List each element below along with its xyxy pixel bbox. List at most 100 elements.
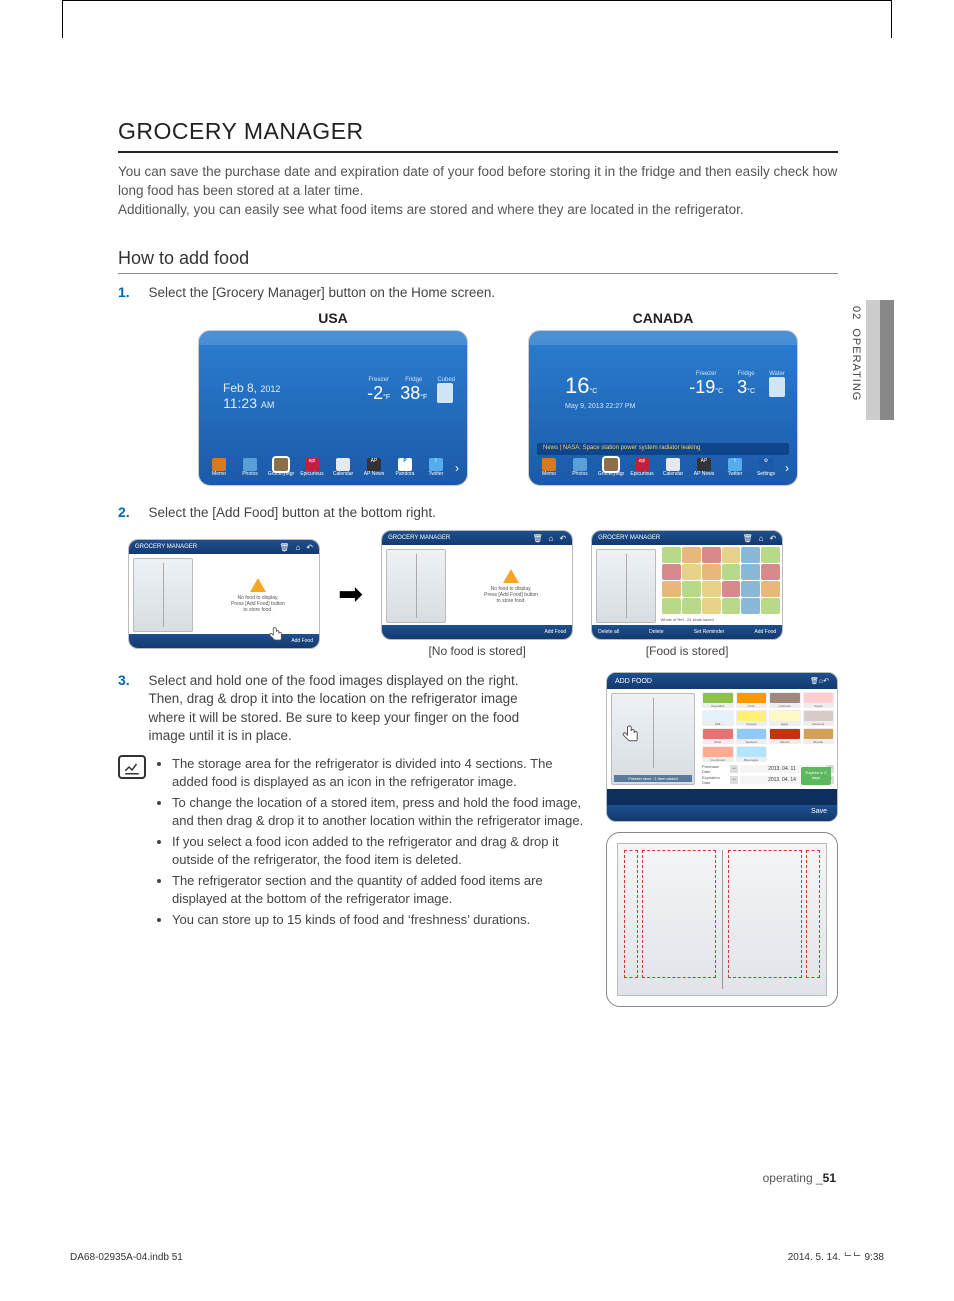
food-item[interactable]: [741, 598, 760, 614]
food-beverages[interactable]: Beverages: [736, 746, 768, 762]
grocery-app[interactable]: GroceryMgr: [597, 458, 625, 478]
food-item[interactable]: [722, 547, 741, 563]
minus-button[interactable]: −: [730, 765, 738, 773]
food-breads[interactable]: Breads: [803, 728, 835, 744]
add-food-button[interactable]: Add Food: [754, 629, 776, 635]
home-icon[interactable]: ⌂: [295, 543, 300, 552]
home-icon[interactable]: ⌂: [549, 534, 554, 543]
food-item[interactable]: [702, 581, 721, 597]
food-desserts[interactable]: Desserts: [803, 710, 835, 726]
weather-temp: 16°C: [565, 373, 597, 399]
food-item[interactable]: [722, 564, 741, 580]
delete-icon[interactable]: 🗑: [742, 534, 752, 543]
add-food-button[interactable]: Add Food: [291, 638, 313, 644]
status-bar: [199, 331, 467, 345]
food-leftovers[interactable]: Leftovers: [769, 692, 801, 708]
gm-titlebar: GROCERY MANAGER 🗑⌂↶: [592, 531, 782, 545]
food-item[interactable]: [741, 581, 760, 597]
pandora-app[interactable]: PPandora: [391, 458, 419, 478]
food-item[interactable]: [682, 598, 701, 614]
food-item[interactable]: [662, 547, 681, 563]
food-item[interactable]: [682, 581, 701, 597]
delete-icon[interactable]: 🗑: [810, 678, 819, 685]
step-number: 2.: [118, 504, 144, 520]
calendar-app[interactable]: Calendar: [659, 458, 687, 478]
food-item[interactable]: [722, 598, 741, 614]
crop-mark: [891, 0, 892, 38]
twitter-app[interactable]: tTwitter: [721, 458, 749, 478]
food-cheese[interactable]: Cheese: [736, 710, 768, 726]
photos-app[interactable]: Photos: [566, 458, 594, 478]
food-seafood[interactable]: Seafood: [736, 728, 768, 744]
unit: °F: [383, 394, 390, 401]
food-item[interactable]: [662, 598, 681, 614]
dock-next[interactable]: ›: [453, 461, 461, 475]
food-eggs[interactable]: Eggs: [769, 710, 801, 726]
usa-column: USA Feb 8, 2012 11:23 AM Freezer -2°F: [198, 310, 468, 486]
chapter-num: 02: [850, 306, 862, 320]
delete-button[interactable]: Delete: [649, 629, 663, 635]
food-item[interactable]: [682, 564, 701, 580]
twitter-app[interactable]: tTwitter: [422, 458, 450, 478]
add-food-button[interactable]: Add Food: [544, 629, 566, 635]
label: GroceryMgr: [597, 471, 625, 477]
food-item[interactable]: [761, 598, 780, 614]
food-milk[interactable]: Milk: [702, 710, 734, 726]
calendar-icon: [666, 458, 680, 471]
title-icons: 🗑 ⌂ ↶: [532, 534, 566, 543]
delete-icon[interactable]: 🗑: [279, 543, 289, 552]
photos-app[interactable]: Photos: [236, 458, 264, 478]
unit: °F: [420, 394, 427, 401]
img: [737, 693, 767, 703]
food-yogurt[interactable]: Yogurt: [803, 692, 835, 708]
food-grid: [660, 545, 782, 627]
food-vegetable[interactable]: Vegetable: [702, 692, 734, 708]
minus-button[interactable]: −: [730, 776, 738, 784]
food-item[interactable]: [741, 547, 760, 563]
food-item[interactable]: [682, 547, 701, 563]
save-button[interactable]: Save: [607, 805, 837, 821]
delete-icon[interactable]: 🗑: [532, 534, 542, 543]
fridge-diagram[interactable]: Freezer door : 1 item added: [611, 693, 695, 785]
section-3: [728, 850, 802, 978]
food-item[interactable]: [702, 547, 721, 563]
fridge-temp: Fridge 38°F: [400, 377, 427, 404]
memo-app[interactable]: Memo: [205, 458, 233, 478]
add-food-screen: ADD FOOD 🗑⌂↶ Freezer door : 1 item added: [606, 672, 838, 822]
epicurious-app[interactable]: epiEpicurious: [298, 458, 326, 478]
food-item[interactable]: [662, 581, 681, 597]
water-icon: [769, 377, 785, 397]
val: 38: [400, 383, 420, 403]
home-icon[interactable]: ⌂: [759, 534, 764, 543]
epicurious-app[interactable]: epiEpicurious: [628, 458, 656, 478]
delete-all-button[interactable]: Delete all: [598, 629, 619, 635]
arrow-icon: ➡: [338, 577, 363, 612]
back-icon[interactable]: ↶: [306, 543, 313, 552]
back-icon[interactable]: ↶: [769, 534, 776, 543]
fridge-diagram: [386, 549, 446, 623]
grocery-manager-screen: GROCERY MANAGER 🗑⌂↶ No food to display. …: [381, 530, 573, 640]
food-item[interactable]: [761, 581, 780, 597]
grocery-app[interactable]: GroceryMgr: [267, 458, 295, 478]
memo-app[interactable]: Memo: [535, 458, 563, 478]
food-item[interactable]: [662, 564, 681, 580]
calendar-app[interactable]: Calendar: [329, 458, 357, 478]
intro-line2: Additionally, you can easily see what fo…: [118, 202, 744, 217]
food-item[interactable]: [722, 581, 741, 597]
food-item[interactable]: [761, 564, 780, 580]
food-item[interactable]: [741, 564, 760, 580]
food-sauces[interactable]: Sauces: [769, 728, 801, 744]
set-reminder-button[interactable]: Set Reminder: [694, 629, 725, 635]
food-item[interactable]: [761, 547, 780, 563]
food-item[interactable]: [702, 564, 721, 580]
back-icon[interactable]: ↶: [823, 678, 829, 685]
back-icon[interactable]: ↶: [559, 534, 566, 543]
apnews-app[interactable]: APAP News: [690, 458, 718, 478]
food-item[interactable]: [702, 598, 721, 614]
food-condiment[interactable]: Condiment: [702, 746, 734, 762]
dock-next[interactable]: ›: [783, 461, 791, 475]
food-fruit[interactable]: Fruit: [736, 692, 768, 708]
food-meat[interactable]: Meat: [702, 728, 734, 744]
settings-app[interactable]: ⚙Settings: [752, 458, 780, 478]
apnews-app[interactable]: APAP News: [360, 458, 388, 478]
